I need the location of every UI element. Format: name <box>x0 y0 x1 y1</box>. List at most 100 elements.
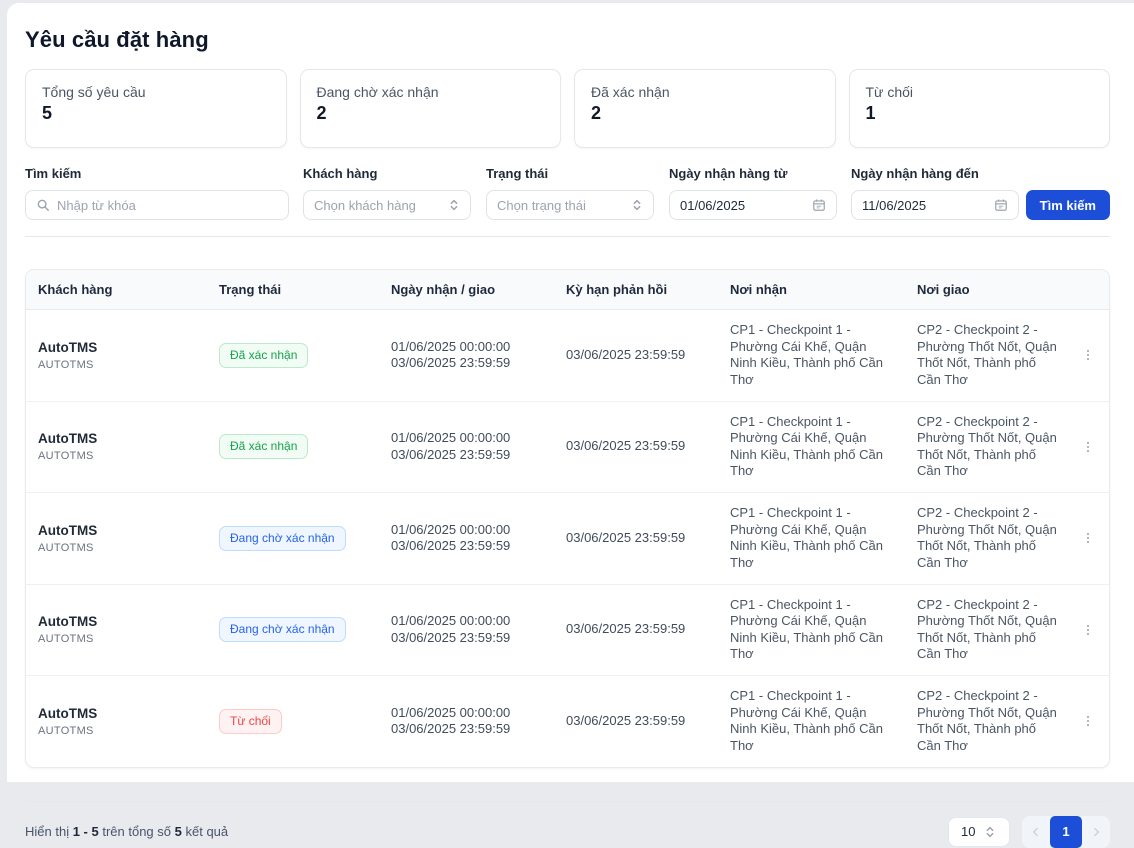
table-row: AutoTMS AUTOTMS Từ chối 01/06/2025 00:00… <box>26 675 1109 767</box>
stat-value: 1 <box>866 103 1094 124</box>
status-cell: Đã xác nhận <box>207 331 379 380</box>
customer-cell: AutoTMS AUTOTMS <box>26 601 207 658</box>
receive-date: 01/06/2025 00:00:00 <box>391 613 542 630</box>
stat-card-confirmed: Đã xác nhận 2 <box>574 69 836 148</box>
kebab-menu-icon <box>1081 531 1095 545</box>
page-size-value: 10 <box>961 824 978 839</box>
customer-cell: AutoTMS AUTOTMS <box>26 327 207 384</box>
deliver-date: 03/06/2025 23:59:59 <box>391 630 542 647</box>
table-header: Khách hàng Trạng thái Ngày nhận / giao K… <box>26 270 1109 310</box>
customer-code: AUTOTMS <box>38 632 195 646</box>
customer-cell: AutoTMS AUTOTMS <box>26 693 207 750</box>
pickup-cell: CP1 - Checkpoint 1 - Phường Cái Khế, Quậ… <box>718 585 905 676</box>
dropoff-cell: CP2 - Checkpoint 2 - Phường Thốt Nốt, Qu… <box>905 493 1069 584</box>
status-cell: Đã xác nhận <box>207 422 379 471</box>
page-title: Yêu cầu đặt hàng <box>25 3 1110 53</box>
stat-label: Từ chối <box>866 84 1094 100</box>
deadline-cell: 03/06/2025 23:59:59 <box>554 335 718 376</box>
customer-cell: AutoTMS AUTOTMS <box>26 510 207 567</box>
dates-cell: 01/06/2025 00:00:00 03/06/2025 23:59:59 <box>379 601 554 658</box>
status-select[interactable]: Chọn trạng thái <box>486 190 654 220</box>
summary-prefix: Hiển thị <box>25 824 69 839</box>
dropoff-cell: CP2 - Checkpoint 2 - Phường Thốt Nốt, Qu… <box>905 402 1069 493</box>
column-header-deadline: Kỳ hạn phản hồi <box>554 282 718 297</box>
search-input[interactable] <box>25 190 289 220</box>
receive-date: 01/06/2025 00:00:00 <box>391 522 542 539</box>
status-badge: Đã xác nhận <box>219 434 308 459</box>
deliver-date: 03/06/2025 23:59:59 <box>391 538 542 555</box>
customer-cell: AutoTMS AUTOTMS <box>26 418 207 475</box>
row-actions-button[interactable] <box>1069 336 1107 374</box>
pickup-cell: CP1 - Checkpoint 1 - Phường Cái Khế, Quậ… <box>718 493 905 584</box>
chevron-right-icon <box>1089 825 1103 839</box>
kebab-menu-icon <box>1081 348 1095 362</box>
table-footer: Hiển thị 1 - 5 trên tổng số 5 kết quả 10… <box>25 816 1110 848</box>
stat-card-rejected: Từ chối 1 <box>849 69 1111 148</box>
filters-row: Tìm kiếm Khách hàng Chọn khách hàng Trạn… <box>25 166 1110 220</box>
date-to-input[interactable]: 11/06/2025 <box>851 190 1019 220</box>
main-panel: Yêu cầu đặt hàng Tổng số yêu cầu 5 Đang … <box>7 3 1134 782</box>
deliver-date: 03/06/2025 23:59:59 <box>391 721 542 738</box>
page-number-button[interactable]: 1 <box>1050 816 1082 848</box>
previous-page-button[interactable] <box>1022 816 1050 848</box>
status-select-value: Chọn trạng thái <box>497 198 625 213</box>
chevron-updown-icon <box>448 198 460 212</box>
customer-name: AutoTMS <box>38 705 195 722</box>
deadline-cell: 03/06/2025 23:59:59 <box>554 701 718 742</box>
row-actions-button[interactable] <box>1069 428 1107 466</box>
stat-card-pending: Đang chờ xác nhận 2 <box>300 69 562 148</box>
row-actions-button[interactable] <box>1069 702 1107 740</box>
pickup-cell: CP1 - Checkpoint 1 - Phường Cái Khế, Quậ… <box>718 676 905 767</box>
row-actions-button[interactable] <box>1069 519 1107 557</box>
deliver-date: 03/06/2025 23:59:59 <box>391 355 542 372</box>
search-button[interactable]: Tìm kiếm <box>1026 190 1110 220</box>
date-from-label: Ngày nhận hàng từ <box>669 166 837 181</box>
customer-select[interactable]: Chọn khách hàng <box>303 190 471 220</box>
status-badge: Đang chờ xác nhận <box>219 617 346 642</box>
stat-value: 2 <box>591 103 819 124</box>
summary-range: 1 - 5 <box>73 824 99 839</box>
dates-cell: 01/06/2025 00:00:00 03/06/2025 23:59:59 <box>379 510 554 567</box>
customer-name: AutoTMS <box>38 339 195 356</box>
column-header-customer: Khách hàng <box>26 282 207 297</box>
receive-date: 01/06/2025 00:00:00 <box>391 430 542 447</box>
kebab-menu-icon <box>1081 714 1095 728</box>
dates-cell: 01/06/2025 00:00:00 03/06/2025 23:59:59 <box>379 418 554 475</box>
stats-row: Tổng số yêu cầu 5 Đang chờ xác nhận 2 Đã… <box>25 69 1110 148</box>
stat-label: Tổng số yêu cầu <box>42 84 270 100</box>
page-size-select[interactable]: 10 <box>948 817 1010 847</box>
calendar-icon <box>812 198 826 212</box>
date-to-label: Ngày nhận hàng đến <box>851 166 1019 181</box>
table-row: AutoTMS AUTOTMS Đang chờ xác nhận 01/06/… <box>26 584 1109 676</box>
stat-label: Đang chờ xác nhận <box>317 84 545 100</box>
receive-date: 01/06/2025 00:00:00 <box>391 705 542 722</box>
chevron-updown-icon <box>984 825 1001 839</box>
date-from-value: 01/06/2025 <box>680 198 806 213</box>
column-header-dropoff: Nơi giao <box>905 282 1069 297</box>
row-actions-button[interactable] <box>1069 611 1107 649</box>
footer-divider <box>25 801 1110 802</box>
summary-suffix: kết quả <box>185 824 228 839</box>
table-body: AutoTMS AUTOTMS Đã xác nhận 01/06/2025 0… <box>26 310 1109 767</box>
customer-code: AUTOTMS <box>38 358 195 372</box>
next-page-button[interactable] <box>1082 816 1110 848</box>
stat-card-total: Tổng số yêu cầu 5 <box>25 69 287 148</box>
search-field[interactable] <box>57 198 278 213</box>
receive-date: 01/06/2025 00:00:00 <box>391 339 542 356</box>
deadline-cell: 03/06/2025 23:59:59 <box>554 426 718 467</box>
pickup-cell: CP1 - Checkpoint 1 - Phường Cái Khế, Quậ… <box>718 402 905 493</box>
customer-name: AutoTMS <box>38 430 195 447</box>
status-badge: Đã xác nhận <box>219 343 308 368</box>
dates-cell: 01/06/2025 00:00:00 03/06/2025 23:59:59 <box>379 327 554 384</box>
status-label: Trạng thái <box>486 166 654 181</box>
column-header-pickup: Nơi nhận <box>718 282 905 297</box>
stat-label: Đã xác nhận <box>591 84 819 100</box>
dropoff-cell: CP2 - Checkpoint 2 - Phường Thốt Nốt, Qu… <box>905 585 1069 676</box>
stat-value: 2 <box>317 103 545 124</box>
status-badge: Đang chờ xác nhận <box>219 526 346 551</box>
date-from-input[interactable]: 01/06/2025 <box>669 190 837 220</box>
kebab-menu-icon <box>1081 440 1095 454</box>
kebab-menu-icon <box>1081 623 1095 637</box>
status-cell: Đang chờ xác nhận <box>207 514 379 563</box>
customer-label: Khách hàng <box>303 166 471 181</box>
